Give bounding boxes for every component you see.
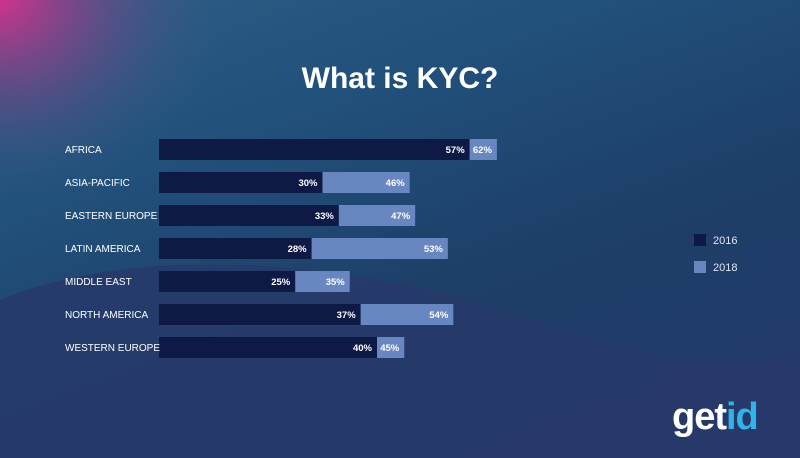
value-label-2018-asia-pacific: 46% [386, 178, 406, 189]
value-label-2018-middle-east: 35% [326, 277, 346, 288]
legend-swatch-2018 [694, 261, 706, 273]
value-label-2016-africa: 57% [446, 145, 466, 156]
legend-swatch-2016 [694, 234, 706, 246]
corner-glow [0, 0, 230, 200]
bar-2016-north-america [159, 304, 361, 325]
chart-legend: 2016 2018 [694, 234, 737, 274]
logo-text-id: id [726, 396, 759, 438]
value-label-2018-latin-america: 53% [424, 244, 444, 255]
logo-text-get: get [672, 396, 727, 438]
category-label-western-europe: WESTERN EUROPE [65, 343, 160, 354]
bar-2018-western-europe [377, 337, 405, 358]
category-label-africa: AFRICA [65, 145, 102, 156]
value-label-2016-north-america: 37% [337, 310, 357, 321]
bar-2016-western-europe [159, 337, 377, 358]
getid-logo: getid [672, 396, 759, 438]
value-label-2018-africa: 62% [473, 145, 493, 156]
bar-2016-latin-america [159, 238, 312, 259]
bar-2018-north-america [360, 304, 454, 325]
value-label-2016-middle-east: 25% [271, 277, 291, 288]
category-label-eastern-europe: EASTERN EUROPE [65, 211, 158, 222]
bar-2016-africa [159, 139, 470, 160]
value-label-2018-north-america: 54% [429, 310, 449, 321]
bar-2018-asia-pacific [322, 172, 410, 193]
value-label-2018-eastern-europe: 47% [391, 211, 411, 222]
value-label-2016-asia-pacific: 30% [298, 178, 318, 189]
category-label-latin-america: LATIN AMERICA [65, 244, 141, 255]
bar-2018-middle-east [295, 271, 350, 292]
legend-label-2018: 2018 [713, 262, 737, 274]
bar-2016-eastern-europe [159, 205, 339, 226]
bar-2016-asia-pacific [159, 172, 323, 193]
category-label-asia-pacific: ASIA-PACIFIC [65, 178, 130, 189]
legend-label-2016: 2016 [713, 235, 737, 247]
bar-2016-middle-east [159, 271, 296, 292]
category-label-north-america: NORTH AMERICA [65, 310, 148, 321]
value-label-2016-eastern-europe: 33% [315, 211, 335, 222]
page-title: What is KYC? [301, 62, 499, 95]
bar-2018-latin-america [311, 238, 448, 259]
value-label-2016-latin-america: 28% [288, 244, 308, 255]
value-label-2018-western-europe: 45% [380, 343, 400, 354]
value-label-2016-western-europe: 40% [353, 343, 373, 354]
bar-2018-eastern-europe [338, 205, 416, 226]
bar-2018-africa [469, 139, 497, 160]
category-label-middle-east: MIDDLE EAST [65, 277, 132, 288]
